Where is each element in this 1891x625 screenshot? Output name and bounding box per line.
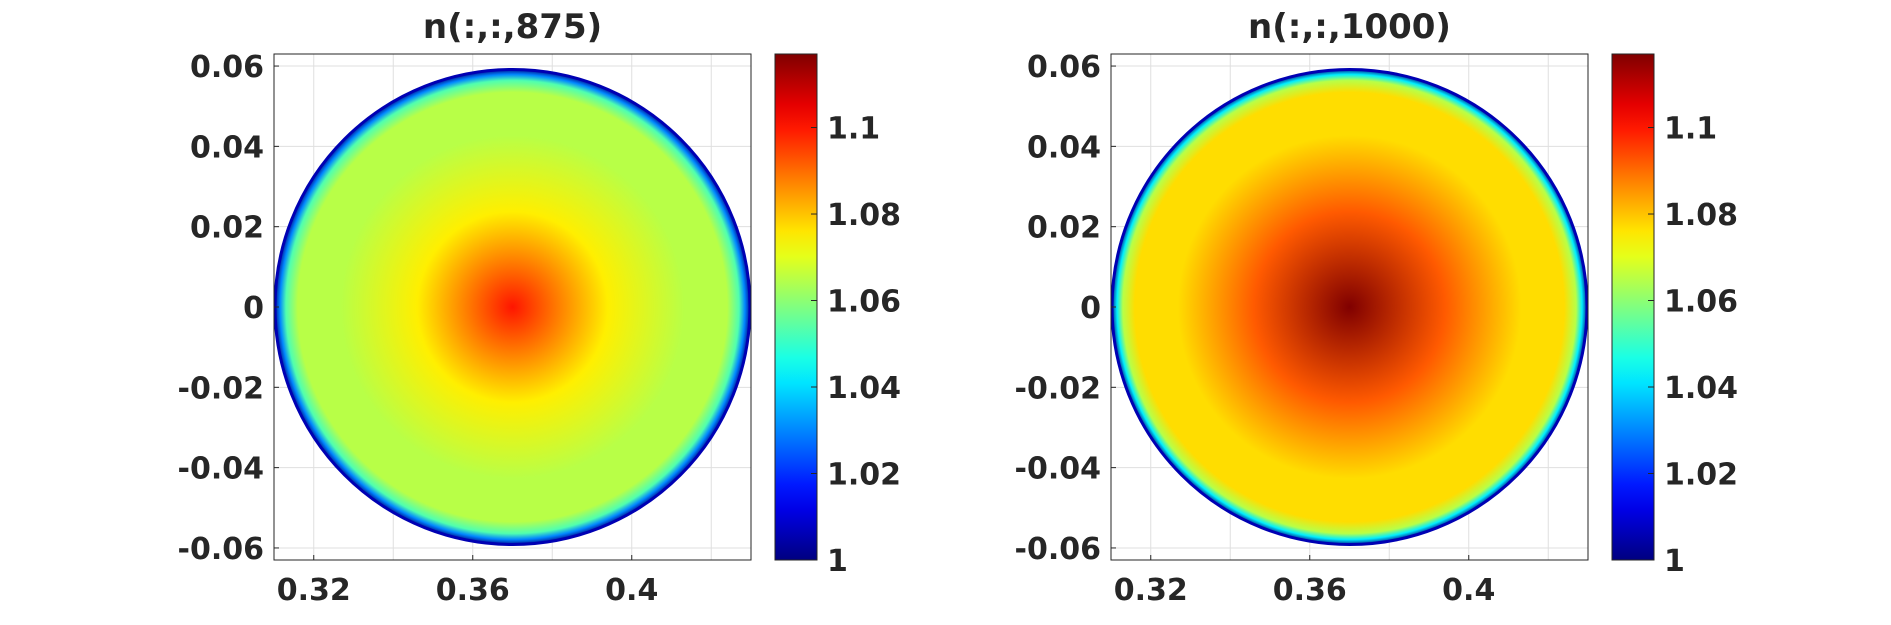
- colorbar-tick-label: 1: [1664, 544, 1685, 579]
- x-tick-label: 0.32: [277, 573, 351, 608]
- y-tick-label: 0.04: [1027, 130, 1101, 165]
- colorbar-tick-label: 1.04: [1664, 371, 1738, 406]
- y-tick-label: 0.06: [1027, 50, 1101, 85]
- chart-title: n(:,:,1000): [1248, 7, 1451, 47]
- colorbar-tick-label: 1.06: [827, 285, 901, 320]
- x-tick-label: 0.36: [436, 573, 510, 608]
- field-disk: [1111, 68, 1588, 546]
- y-tick-label: 0: [243, 291, 264, 326]
- x-tick-label: 0.32: [1114, 573, 1188, 608]
- y-tick-label: 0.02: [1027, 211, 1101, 246]
- colorbar-tick-label: 1.1: [827, 112, 880, 147]
- colorbar-tick-label: 1.02: [827, 458, 901, 493]
- colorbar-tick-label: 1.08: [1664, 198, 1738, 233]
- chart-title: n(:,:,875): [423, 7, 602, 47]
- colorbar-tick-label: 1.08: [827, 198, 901, 233]
- y-tick-label: -0.06: [1015, 532, 1101, 567]
- y-tick-label: -0.02: [178, 371, 264, 406]
- y-tick-label: 0: [1080, 291, 1101, 326]
- panel-left: 0.32 0.36 0.4 0.06 0.04 0.02 0 -0.02 -0.04 -0.06 n…: [178, 7, 902, 608]
- y-tick-label: 0.04: [190, 130, 264, 165]
- colorbar-tick-label: 1.04: [827, 371, 901, 406]
- colorbar-box: [1611, 53, 1655, 561]
- panel-right: 0.32 0.36 0.4 0.06 0.04 0.02 0 -0.02 -0.04 -0.06 n…: [1015, 7, 1739, 608]
- colorbar-tick-label: 1.06: [1664, 285, 1738, 320]
- y-tick-label: 0.06: [190, 50, 264, 85]
- x-tick-label: 0.4: [605, 573, 658, 608]
- colorbar-box: [774, 53, 818, 561]
- colorbar-tick-label: 1.02: [1664, 458, 1738, 493]
- colorbar-tick-label: 1.1: [1664, 112, 1717, 147]
- y-tick-label: -0.06: [178, 532, 264, 567]
- y-tick-label: 0.02: [190, 211, 264, 246]
- x-tick-label: 0.4: [1442, 573, 1495, 608]
- y-tick-label: -0.02: [1015, 371, 1101, 406]
- colorbar: [1612, 54, 1654, 560]
- colorbar-tick-label: 1: [827, 544, 848, 579]
- y-tick-label: -0.04: [1015, 452, 1101, 487]
- field-disk: [274, 68, 751, 546]
- y-tick-label: -0.04: [178, 452, 264, 487]
- x-tick-label: 0.36: [1273, 573, 1347, 608]
- colorbar: [775, 54, 817, 560]
